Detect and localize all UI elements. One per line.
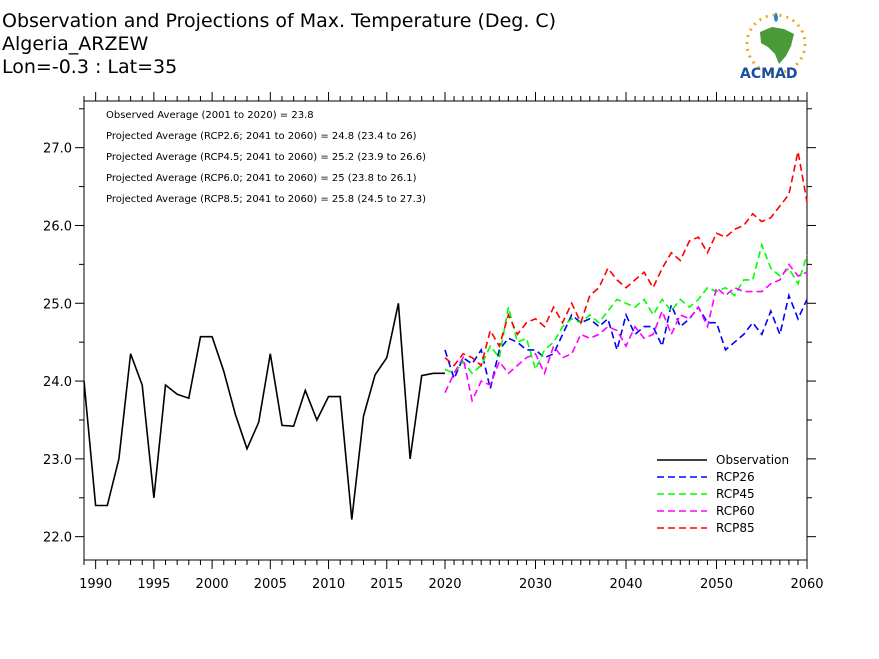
legend-label-rcp85: RCP85 bbox=[716, 521, 755, 535]
legend-label-observation: Observation bbox=[716, 453, 789, 467]
acmad-logo: ACMAD bbox=[740, 12, 807, 82]
y-tick-label: 24.0 bbox=[43, 375, 72, 390]
water-drop-icon bbox=[774, 12, 778, 22]
rcp60-average-text: Projected Average (RCP6.0; 2041 to 2060)… bbox=[106, 173, 417, 184]
y-tick-label: 26.0 bbox=[43, 219, 72, 234]
legend-label-rcp26: RCP26 bbox=[716, 470, 755, 484]
x-tick-label: 2030 bbox=[519, 577, 552, 592]
legend-label-rcp60: RCP60 bbox=[716, 504, 755, 518]
x-tick-label: 2015 bbox=[370, 577, 403, 592]
x-tick-label: 1995 bbox=[137, 577, 170, 592]
y-tick-label: 27.0 bbox=[43, 142, 72, 157]
x-tick-label: 2050 bbox=[700, 577, 733, 592]
logo-sun-icon bbox=[745, 13, 807, 75]
x-tick-label: 1990 bbox=[79, 577, 112, 592]
station-coordinates: Lon=-0.3 : Lat=35 bbox=[2, 56, 177, 78]
x-tick-label: 2005 bbox=[254, 577, 287, 592]
x-tick-label: 2010 bbox=[312, 577, 345, 592]
x-tick-label: 2040 bbox=[609, 577, 642, 592]
y-tick-label: 23.0 bbox=[43, 453, 72, 468]
series-line-rcp60 bbox=[444, 262, 808, 404]
series-line-rcp45 bbox=[444, 242, 808, 375]
plot-frame bbox=[83, 100, 808, 561]
y-tick-label: 22.0 bbox=[43, 531, 72, 546]
y-tick-label: 25.0 bbox=[43, 297, 72, 312]
rcp45-average-text: Projected Average (RCP4.5; 2041 to 2060)… bbox=[106, 152, 426, 163]
x-axis-labels: 1990 1995 2000 2005 2010 2015 2020 2030 … bbox=[79, 577, 823, 592]
axis-ticks bbox=[75, 92, 816, 569]
rcp26-average-text: Projected Average (RCP2.6; 2041 to 2060)… bbox=[106, 131, 417, 142]
x-tick-label: 2020 bbox=[428, 577, 461, 592]
series-layer bbox=[83, 151, 808, 520]
y-axis-labels: 22.0 23.0 24.0 25.0 26.0 27.0 bbox=[43, 142, 72, 546]
observed-average-text: Observed Average (2001 to 2020) = 23.8 bbox=[106, 110, 314, 121]
legend: Observation RCP26 RCP45 RCP60 RCP85 bbox=[657, 453, 789, 535]
x-tick-label: 2000 bbox=[196, 577, 229, 592]
series-line-rcp85 bbox=[444, 151, 808, 367]
logo-text: ACMAD bbox=[740, 66, 798, 82]
x-tick-label: 2060 bbox=[790, 577, 823, 592]
rcp85-average-text: Projected Average (RCP8.5; 2041 to 2060)… bbox=[106, 194, 426, 205]
chart-title: Observation and Projections of Max. Temp… bbox=[2, 10, 556, 32]
station-name: Algeria_ARZEW bbox=[2, 33, 148, 55]
africa-map-icon bbox=[760, 27, 794, 64]
series-line-observation bbox=[83, 303, 445, 520]
statistics-annotations: Observed Average (2001 to 2020) = 23.8 P… bbox=[106, 110, 426, 205]
series-line-rcp26 bbox=[444, 292, 808, 389]
legend-label-rcp45: RCP45 bbox=[716, 487, 755, 501]
